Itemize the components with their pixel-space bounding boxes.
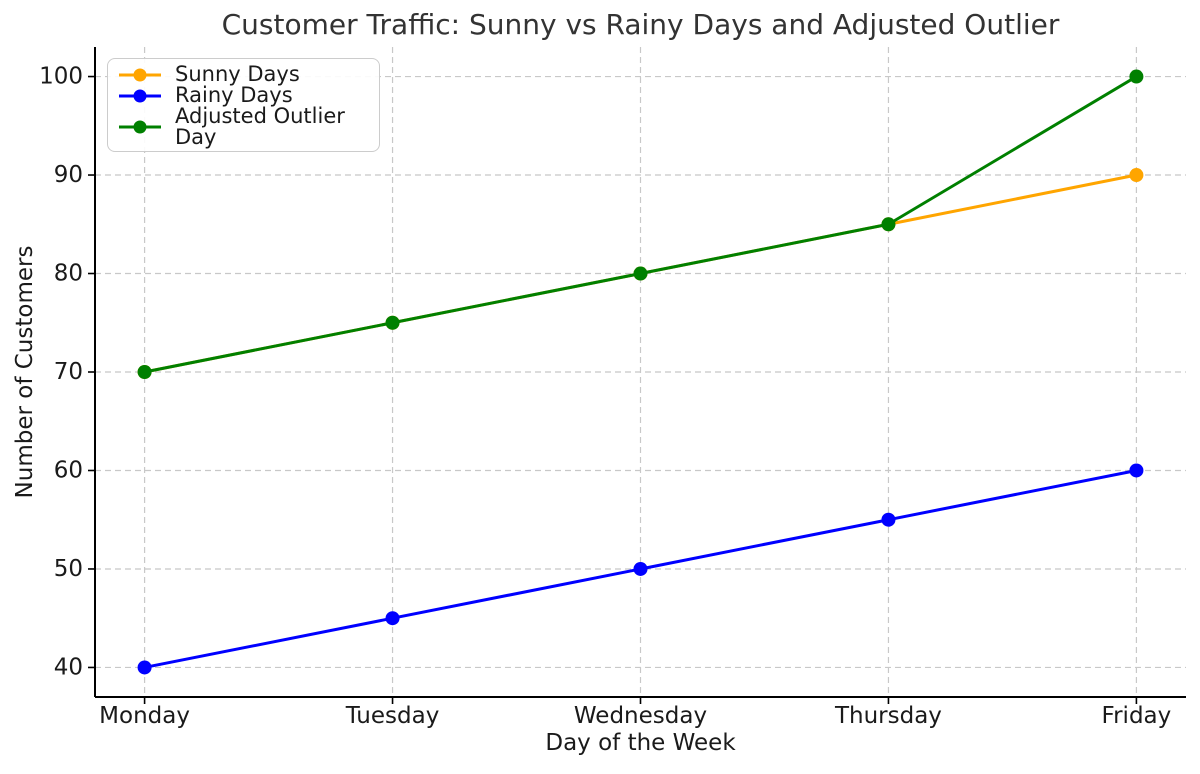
data-point-adjusted-outlier-day-monday: [137, 365, 152, 379]
y-tick-label-80: 80: [54, 261, 83, 287]
x-tick-label-tuesday: Tuesday: [345, 703, 440, 729]
data-point-rainy-days-friday: [1129, 463, 1144, 478]
x-tick-label-friday: Friday: [1102, 703, 1172, 729]
y-tick-label-40: 40: [54, 654, 83, 680]
y-tick-label-100: 100: [39, 64, 83, 90]
data-point-adjusted-outlier-day-thursday: [881, 217, 896, 232]
y-axis-title: Number of Customers: [12, 245, 38, 499]
x-tick-label-wednesday: Wednesday: [574, 703, 707, 729]
data-point-rainy-days-thursday: [881, 512, 896, 527]
legend-label-rainy-days: Rainy Days: [175, 83, 293, 107]
data-point-rainy-days-wednesday: [633, 561, 648, 576]
legend-item-adjusted-outlier-day: Adjusted Outlier Day: [118, 106, 369, 148]
data-point-adjusted-outlier-day-tuesday: [385, 315, 400, 330]
data-point-adjusted-outlier-day-friday: [1129, 69, 1144, 84]
x-axis-title: Day of the Week: [545, 730, 736, 756]
legend-label-sunny-days: Sunny Days: [175, 62, 300, 86]
legend-label-adjusted-outlier-day: Adjusted Outlier Day: [175, 104, 345, 149]
y-tick-label-70: 70: [54, 359, 83, 385]
y-tick-label-60: 60: [54, 457, 83, 483]
x-tick-label-thursday: Thursday: [834, 703, 942, 729]
data-point-rainy-days-tuesday: [385, 611, 400, 626]
legend-swatch-sunny-days: [119, 68, 161, 81]
legend-swatch-rainy-days: [119, 89, 161, 102]
x-tick-label-monday: Monday: [99, 703, 190, 729]
data-point-rainy-days-monday: [137, 660, 152, 675]
chart-title: Customer Traffic: Sunny vs Rainy Days an…: [221, 8, 1060, 41]
y-tick-label-50: 50: [54, 556, 83, 582]
y-tick-label-90: 90: [54, 162, 83, 188]
legend-item-rainy-days: Rainy Days: [118, 85, 369, 106]
legend: Sunny Days Rainy Days Adjusted Outlier Day: [107, 58, 380, 152]
data-point-adjusted-outlier-day-wednesday: [633, 266, 648, 281]
legend-swatch-adjusted-outlier-day: [119, 120, 161, 134]
legend-item-sunny-days: Sunny Days: [118, 64, 369, 85]
data-point-sunny-days-friday: [1129, 168, 1144, 183]
